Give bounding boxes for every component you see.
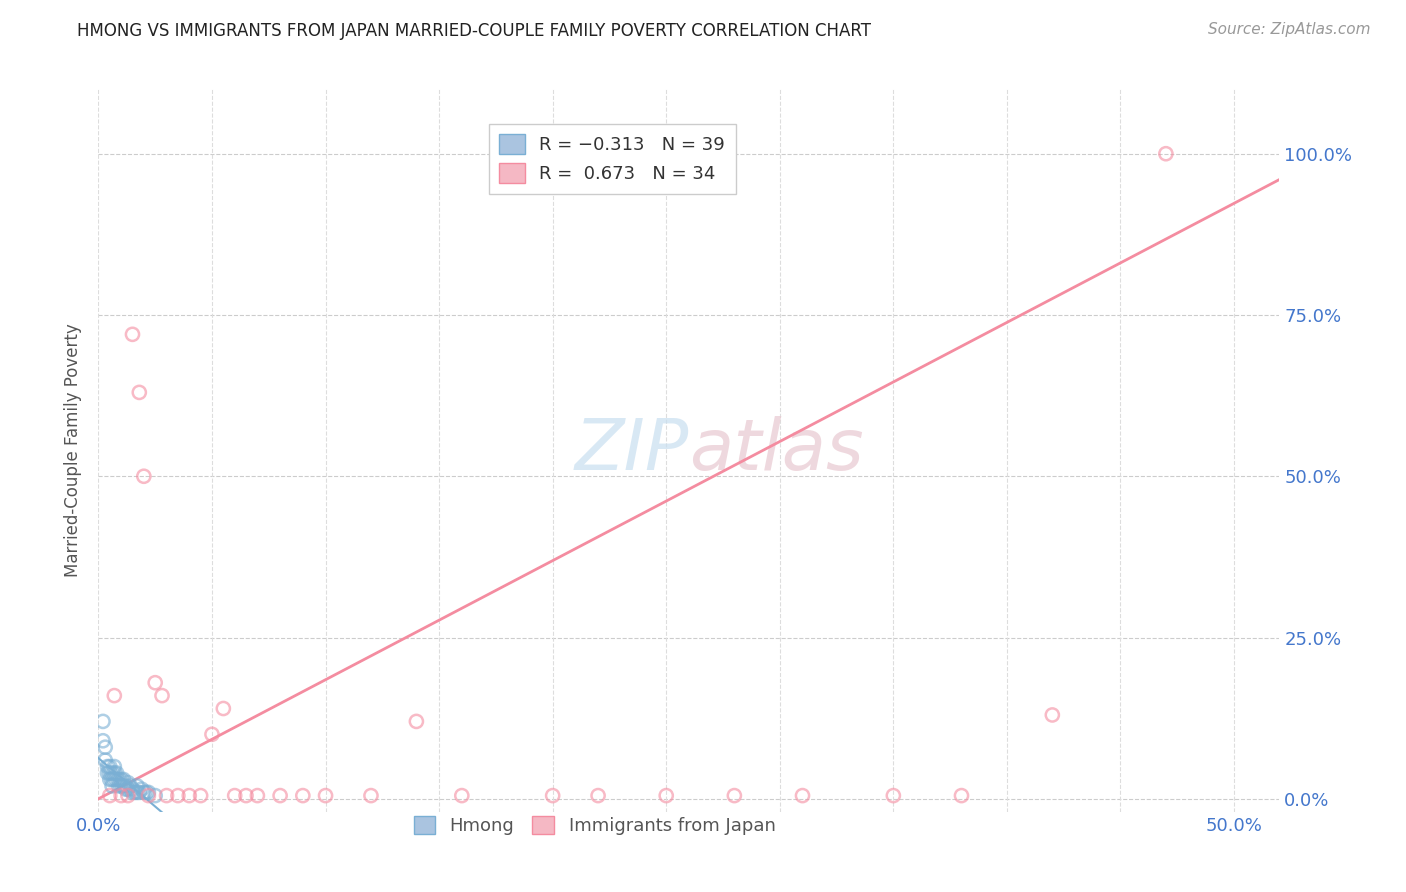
Point bbox=[112, 779, 135, 793]
Point bbox=[167, 789, 190, 803]
Point bbox=[103, 759, 125, 773]
Point bbox=[190, 789, 212, 803]
Point bbox=[121, 782, 143, 797]
Point bbox=[131, 782, 153, 797]
Point bbox=[114, 779, 136, 793]
Point bbox=[121, 785, 143, 799]
Point bbox=[98, 759, 121, 773]
Point bbox=[98, 766, 121, 780]
Point bbox=[882, 789, 904, 803]
Point bbox=[103, 689, 125, 703]
Point bbox=[224, 789, 246, 803]
Point bbox=[246, 789, 269, 803]
Text: ZIP: ZIP bbox=[575, 416, 689, 485]
Point bbox=[120, 779, 142, 793]
Point bbox=[235, 789, 257, 803]
Point bbox=[450, 789, 472, 803]
Point bbox=[792, 789, 814, 803]
Y-axis label: Married-Couple Family Poverty: Married-Couple Family Poverty bbox=[65, 324, 83, 577]
Point bbox=[91, 733, 114, 747]
Text: Source: ZipAtlas.com: Source: ZipAtlas.com bbox=[1208, 22, 1371, 37]
Point bbox=[108, 772, 131, 787]
Point bbox=[212, 701, 235, 715]
Text: HMONG VS IMMIGRANTS FROM JAPAN MARRIED-COUPLE FAMILY POVERTY CORRELATION CHART: HMONG VS IMMIGRANTS FROM JAPAN MARRIED-C… bbox=[77, 22, 872, 40]
Point bbox=[108, 779, 131, 793]
Point bbox=[96, 766, 118, 780]
Point bbox=[150, 689, 173, 703]
Point bbox=[360, 789, 382, 803]
Point bbox=[1040, 708, 1063, 723]
Point bbox=[138, 789, 160, 803]
Point bbox=[101, 779, 124, 793]
Point bbox=[405, 714, 427, 729]
Point bbox=[112, 772, 135, 787]
Point bbox=[103, 772, 125, 787]
Point bbox=[1154, 146, 1177, 161]
Point bbox=[132, 785, 155, 799]
Point bbox=[201, 727, 224, 741]
Point bbox=[138, 785, 160, 799]
Point bbox=[110, 772, 132, 787]
Point bbox=[269, 789, 291, 803]
Point bbox=[586, 789, 609, 803]
Point bbox=[315, 789, 337, 803]
Point bbox=[541, 789, 564, 803]
Point bbox=[128, 385, 150, 400]
Text: atlas: atlas bbox=[689, 416, 863, 485]
Point bbox=[143, 675, 166, 690]
Point bbox=[125, 779, 148, 793]
Point bbox=[110, 789, 132, 803]
Point bbox=[101, 766, 124, 780]
Point bbox=[117, 775, 139, 789]
Point bbox=[291, 789, 314, 803]
Point bbox=[105, 766, 128, 780]
Point bbox=[121, 327, 143, 342]
Point bbox=[114, 782, 136, 797]
Point bbox=[155, 789, 177, 803]
Point bbox=[179, 789, 201, 803]
Legend: Hmong, Immigrants from Japan: Hmong, Immigrants from Japan bbox=[406, 809, 783, 842]
Point bbox=[94, 740, 117, 755]
Point bbox=[98, 789, 121, 803]
Point bbox=[117, 789, 139, 803]
Point bbox=[91, 714, 114, 729]
Point bbox=[125, 785, 148, 799]
Point bbox=[110, 779, 132, 793]
Point bbox=[94, 753, 117, 767]
Point bbox=[101, 772, 124, 787]
Point bbox=[96, 759, 118, 773]
Point bbox=[135, 785, 157, 799]
Point bbox=[98, 772, 121, 787]
Point bbox=[723, 789, 745, 803]
Point bbox=[124, 785, 146, 799]
Point bbox=[103, 766, 125, 780]
Point bbox=[132, 469, 155, 483]
Point bbox=[950, 789, 973, 803]
Point bbox=[143, 789, 166, 803]
Point bbox=[117, 782, 139, 797]
Point bbox=[655, 789, 678, 803]
Point bbox=[105, 772, 128, 787]
Point bbox=[128, 785, 150, 799]
